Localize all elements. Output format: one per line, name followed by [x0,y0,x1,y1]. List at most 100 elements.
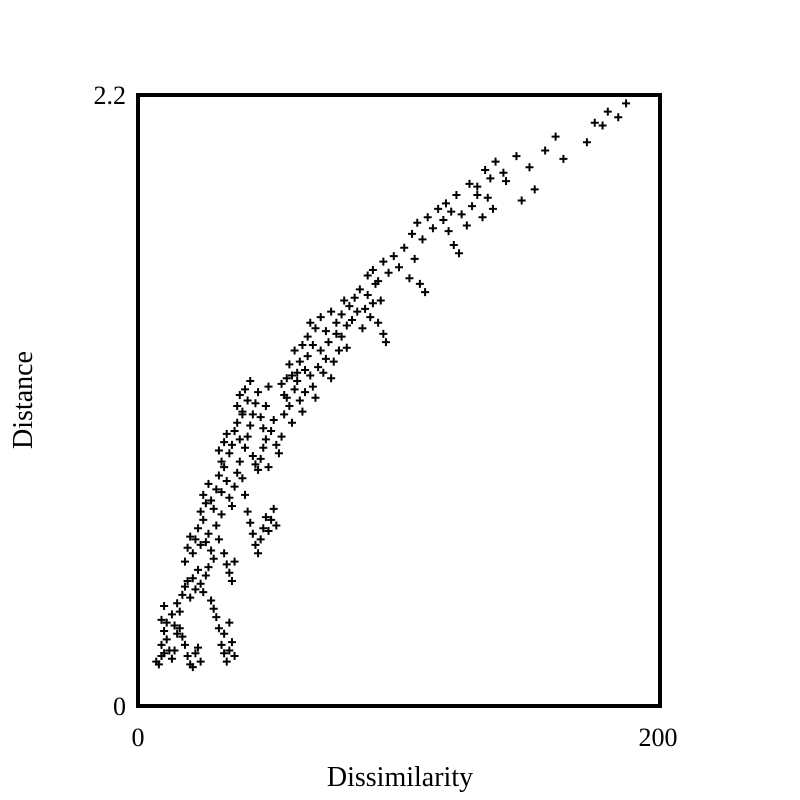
data-point [261,402,270,411]
data-point [214,471,223,480]
data-point [222,560,231,569]
data-point [502,177,511,186]
data-point [603,107,612,116]
data-point [405,274,414,283]
data-point [368,299,377,308]
data-point [481,165,490,174]
data-point [217,510,226,519]
data-point [321,327,330,336]
data-point [178,590,187,599]
data-point [327,307,336,316]
data-point [194,524,203,533]
data-point [191,535,200,544]
data-point [319,368,328,377]
data-point [183,577,192,586]
data-point [214,624,223,633]
data-point [209,554,218,563]
x-tick-label-max: 200 [639,723,678,752]
data-point [233,468,242,477]
data-point [230,557,239,566]
data-point [196,579,205,588]
data-point [204,479,213,488]
data-point [355,285,364,294]
data-point [499,168,508,177]
data-point [455,249,464,258]
data-point [160,627,169,636]
data-point [308,382,317,391]
data-point [162,618,171,627]
y-tick-label-min: 0 [113,692,126,721]
data-point [225,449,234,458]
data-point [483,193,492,202]
data-point [160,649,169,658]
data-point [530,185,539,194]
data-point [324,338,333,347]
data-point [175,624,184,633]
data-point [264,463,273,472]
data-point [337,332,346,341]
data-point [251,399,260,408]
data-point [167,610,176,619]
data-point [413,218,422,227]
data-point [486,174,495,183]
data-point [272,440,281,449]
data-point [256,413,265,422]
data-point [439,215,448,224]
data-point [332,329,341,338]
data-point [230,482,239,491]
data-point [220,438,229,447]
data-point [154,660,163,669]
data-point [408,229,417,238]
data-point [173,629,182,638]
data-point [280,410,289,419]
data-point [241,385,250,394]
data-point [342,321,351,330]
data-point [199,515,208,524]
data-point [559,154,568,163]
data-point [345,302,354,311]
data-point [246,421,255,430]
data-point [298,340,307,349]
data-point [303,332,312,341]
data-point [342,343,351,352]
data-point [434,204,443,213]
data-point [314,363,323,372]
data-point [183,652,192,661]
data-point [334,346,343,355]
data-point [277,432,286,441]
data-point [327,374,336,383]
data-point [201,571,210,580]
data-point [157,640,166,649]
data-point [251,460,260,469]
data-point [614,113,623,122]
data-point [256,454,265,463]
data-point [308,340,317,349]
data-point [235,435,244,444]
data-point [282,374,291,383]
x-tick-label-min: 0 [132,723,145,752]
data-point [220,463,229,472]
data-point [363,271,372,280]
data-point [217,640,226,649]
data-point [201,499,210,508]
data-point [551,132,560,141]
data-point [191,649,200,658]
data-point [306,371,315,380]
data-point [227,638,236,647]
data-point [204,563,213,572]
data-point [209,504,218,513]
data-point [173,599,182,608]
data-point [350,293,359,302]
data-point [207,496,216,505]
data-point [517,196,526,205]
data-point [243,432,252,441]
data-point [512,152,521,161]
plot-frame [136,93,662,708]
data-point [180,640,189,649]
data-point [366,313,375,322]
data-point [395,263,403,272]
data-point [196,507,205,516]
data-point [285,402,294,411]
data-point [441,199,450,208]
data-point [246,377,255,386]
